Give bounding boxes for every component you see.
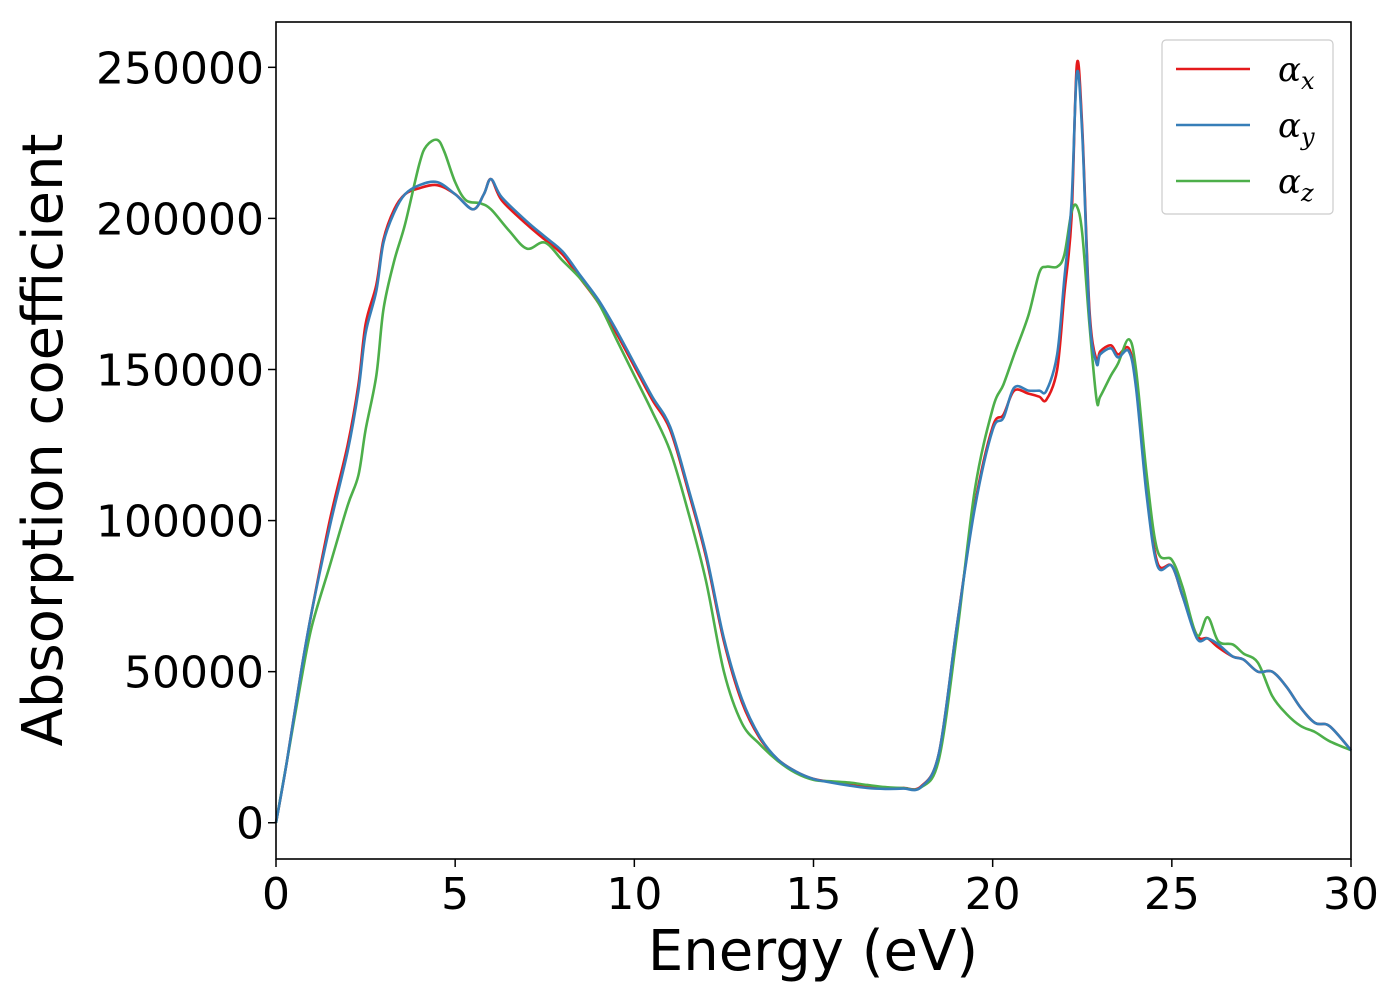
x-tick-label: 0 bbox=[262, 869, 290, 920]
x-axis-ticks: 0 5 10 15 20 25 30 bbox=[262, 859, 1379, 920]
x-tick-label: 5 bbox=[441, 869, 469, 920]
x-tick-label: 15 bbox=[786, 869, 842, 920]
x-tick-label: 20 bbox=[965, 869, 1021, 920]
legend-label-alpha-x: αx bbox=[1278, 50, 1315, 95]
legend: αx αy αz bbox=[1161, 39, 1334, 215]
y-tick-label: 50000 bbox=[124, 648, 264, 699]
x-tick-label: 25 bbox=[1144, 869, 1200, 920]
y-tick-label: 150000 bbox=[96, 345, 264, 396]
x-axis-label: Energy (eV) bbox=[648, 919, 978, 984]
y-tick-label: 200000 bbox=[96, 194, 264, 245]
x-tick-label: 30 bbox=[1323, 869, 1379, 920]
legend-label-alpha-z: αz bbox=[1278, 162, 1314, 207]
x-tick-label: 10 bbox=[606, 869, 662, 920]
series-line-alpha-z bbox=[274, 138, 1352, 823]
y-axis-ticks: 0 50000 100000 150000 200000 250000 bbox=[96, 43, 276, 850]
y-tick-label: 0 bbox=[236, 799, 264, 850]
y-axis-label: Absorption coefficient bbox=[11, 134, 76, 747]
y-tick-label: 100000 bbox=[96, 497, 264, 548]
y-tick-label: 250000 bbox=[96, 43, 264, 94]
series-line-alpha-y bbox=[274, 69, 1352, 823]
legend-label-alpha-y: αy bbox=[1278, 106, 1315, 151]
series-lines bbox=[274, 59, 1352, 823]
legend-frame bbox=[1161, 39, 1334, 215]
